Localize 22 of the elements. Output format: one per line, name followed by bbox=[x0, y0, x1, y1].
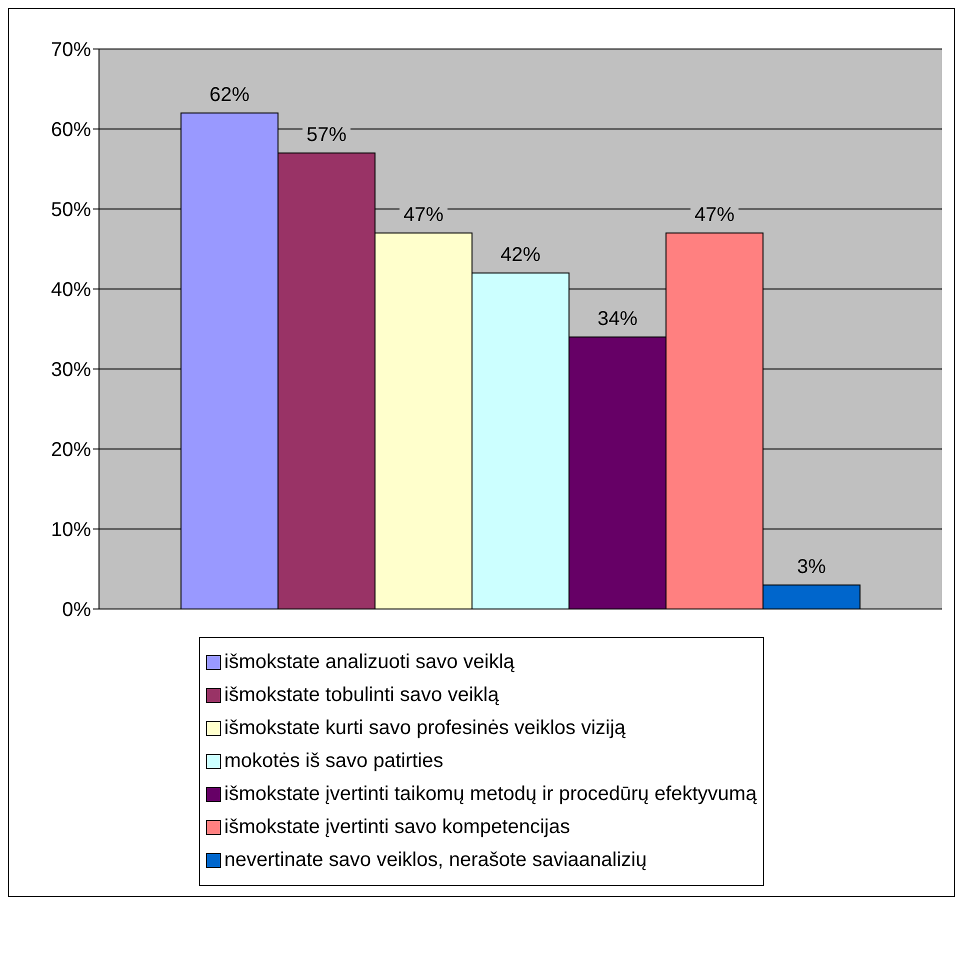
y-tick-label: 0% bbox=[62, 599, 92, 622]
legend-label: išmokstate įvertinti taikomų metodų ir procedūrų efektyvumą bbox=[224, 783, 757, 806]
legend-label: išmokstate įvertinti savo kompetencijas bbox=[224, 816, 570, 839]
legend-label: išmokstate kurti savo profesinės veiklos viziją bbox=[224, 717, 626, 740]
y-tick-label: 10% bbox=[50, 519, 92, 542]
legend-label: išmokstate tobulinti savo veiklą bbox=[224, 684, 499, 707]
data-label: 42% bbox=[500, 244, 541, 266]
y-tick-label: 40% bbox=[50, 279, 92, 302]
y-tick-label: 50% bbox=[50, 199, 92, 222]
y-tick-label: 30% bbox=[50, 359, 92, 382]
data-label: 57% bbox=[306, 124, 347, 146]
data-label: 3% bbox=[797, 556, 826, 578]
data-label: 47% bbox=[403, 204, 444, 226]
legend-label: mokotės iš savo patirties bbox=[224, 750, 444, 773]
data-label: 62% bbox=[209, 84, 250, 106]
y-tick-label: 70% bbox=[50, 39, 92, 62]
y-tick-label: 60% bbox=[50, 119, 92, 142]
y-tick-label: 20% bbox=[50, 439, 92, 462]
data-label: 34% bbox=[597, 308, 638, 330]
data-label: 47% bbox=[694, 204, 735, 226]
legend-label: išmokstate analizuoti savo veiklą bbox=[224, 651, 514, 674]
legend-label: nevertinate savo veiklos, nerašote saviaanalizių bbox=[224, 849, 647, 872]
